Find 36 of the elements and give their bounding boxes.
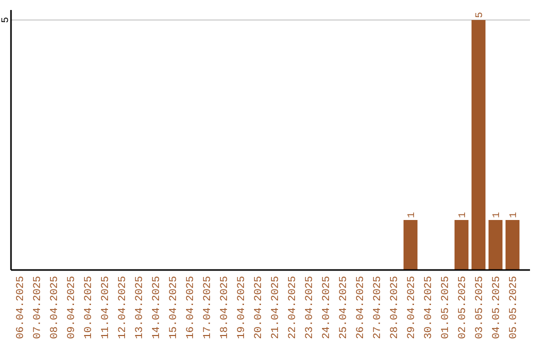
x-tick-label: 02.05.2025 (457, 276, 469, 340)
x-tick-label: 23.04.2025 (304, 276, 316, 340)
x-tick-label: 04.05.2025 (491, 276, 503, 340)
x-tick-label: 28.04.2025 (389, 276, 401, 340)
x-tick-label: 07.04.2025 (32, 276, 44, 340)
x-tick-label: 14.04.2025 (151, 276, 163, 340)
x-tick-label: 18.04.2025 (219, 276, 231, 340)
x-tick-label: 19.04.2025 (236, 276, 248, 340)
x-tick-label: 17.04.2025 (202, 276, 214, 340)
x-tick-label: 01.05.2025 (440, 276, 452, 340)
x-tick-label: 25.04.2025 (338, 276, 350, 340)
x-tick-label: 29.04.2025 (406, 276, 418, 340)
x-tick-label: 13.04.2025 (134, 276, 146, 340)
x-tick-label: 15.04.2025 (168, 276, 180, 340)
x-tick-label: 16.04.2025 (185, 276, 197, 340)
ref-line-label: 5 (1, 16, 12, 24)
x-tick-label: 09.04.2025 (66, 276, 78, 340)
data-label: 1 (407, 212, 418, 218)
x-tick-label: 05.05.2025 (508, 276, 520, 340)
x-tick-label: 21.04.2025 (270, 276, 282, 340)
x-tick-label: 27.04.2025 (372, 276, 384, 340)
x-tick-label: 03.05.2025 (474, 276, 486, 340)
x-tick-label: 12.04.2025 (117, 276, 129, 340)
data-label: 1 (458, 212, 469, 218)
x-tick-label: 06.04.2025 (15, 276, 27, 340)
data-label: 1 (509, 212, 520, 218)
x-tick-label: 11.04.2025 (100, 276, 112, 340)
x-tick-label: 20.04.2025 (253, 276, 265, 340)
x-tick-label: 30.04.2025 (423, 276, 435, 340)
x-tick-label: 24.04.2025 (321, 276, 333, 340)
x-tick-label: 26.04.2025 (355, 276, 367, 340)
x-tick-label: 08.04.2025 (49, 276, 61, 340)
x-tick-label: 10.04.2025 (83, 276, 95, 340)
x-tick-label: 22.04.2025 (287, 276, 299, 340)
data-label: 1 (492, 212, 503, 218)
data-label: 5 (475, 12, 486, 18)
